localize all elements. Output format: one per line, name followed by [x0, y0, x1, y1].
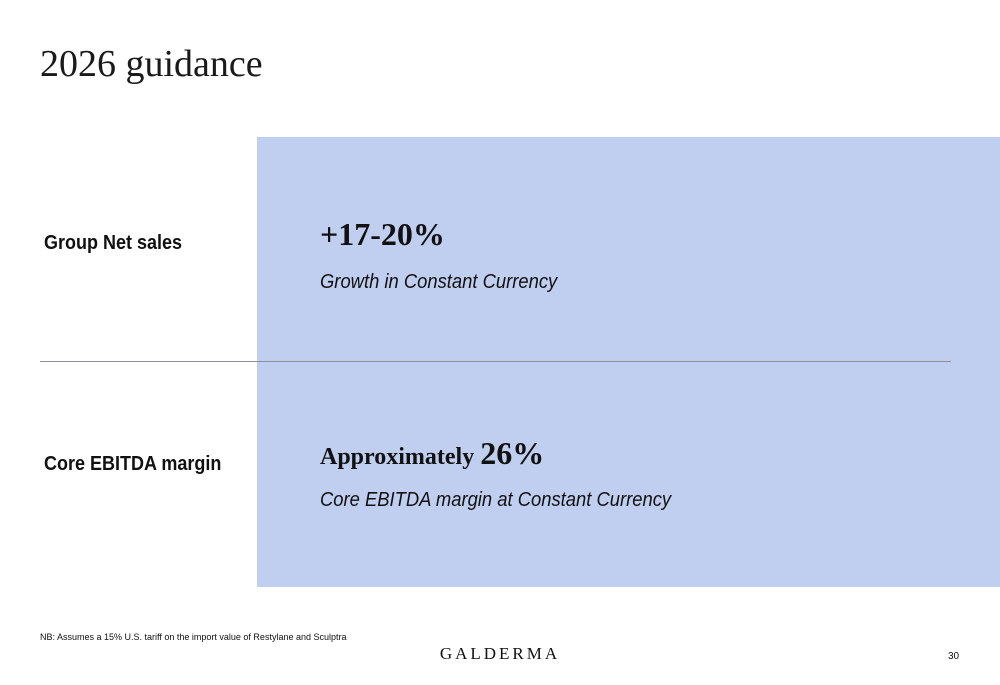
highlight-panel	[257, 137, 1000, 587]
row-value: +17-20%	[320, 216, 445, 252]
value-prefix: Approximately	[320, 444, 475, 470]
footnote: NB: Assumes a 15% U.S. tariff on the imp…	[40, 632, 347, 642]
row-description: Core EBITDA margin at Constant Currency	[320, 489, 672, 511]
row-label: Group Net sales	[44, 232, 183, 254]
page-number: 30	[948, 651, 960, 662]
divider	[40, 361, 951, 362]
slide-title: 2026 guidance	[40, 43, 263, 85]
logo: GALDERMA	[439, 644, 561, 663]
row-label: Core EBITDA margin	[44, 453, 222, 475]
row-value: 26%	[480, 435, 545, 471]
row-description: Growth in Constant Currency	[320, 271, 558, 293]
row-value-group: Approximately 26%	[320, 435, 544, 472]
